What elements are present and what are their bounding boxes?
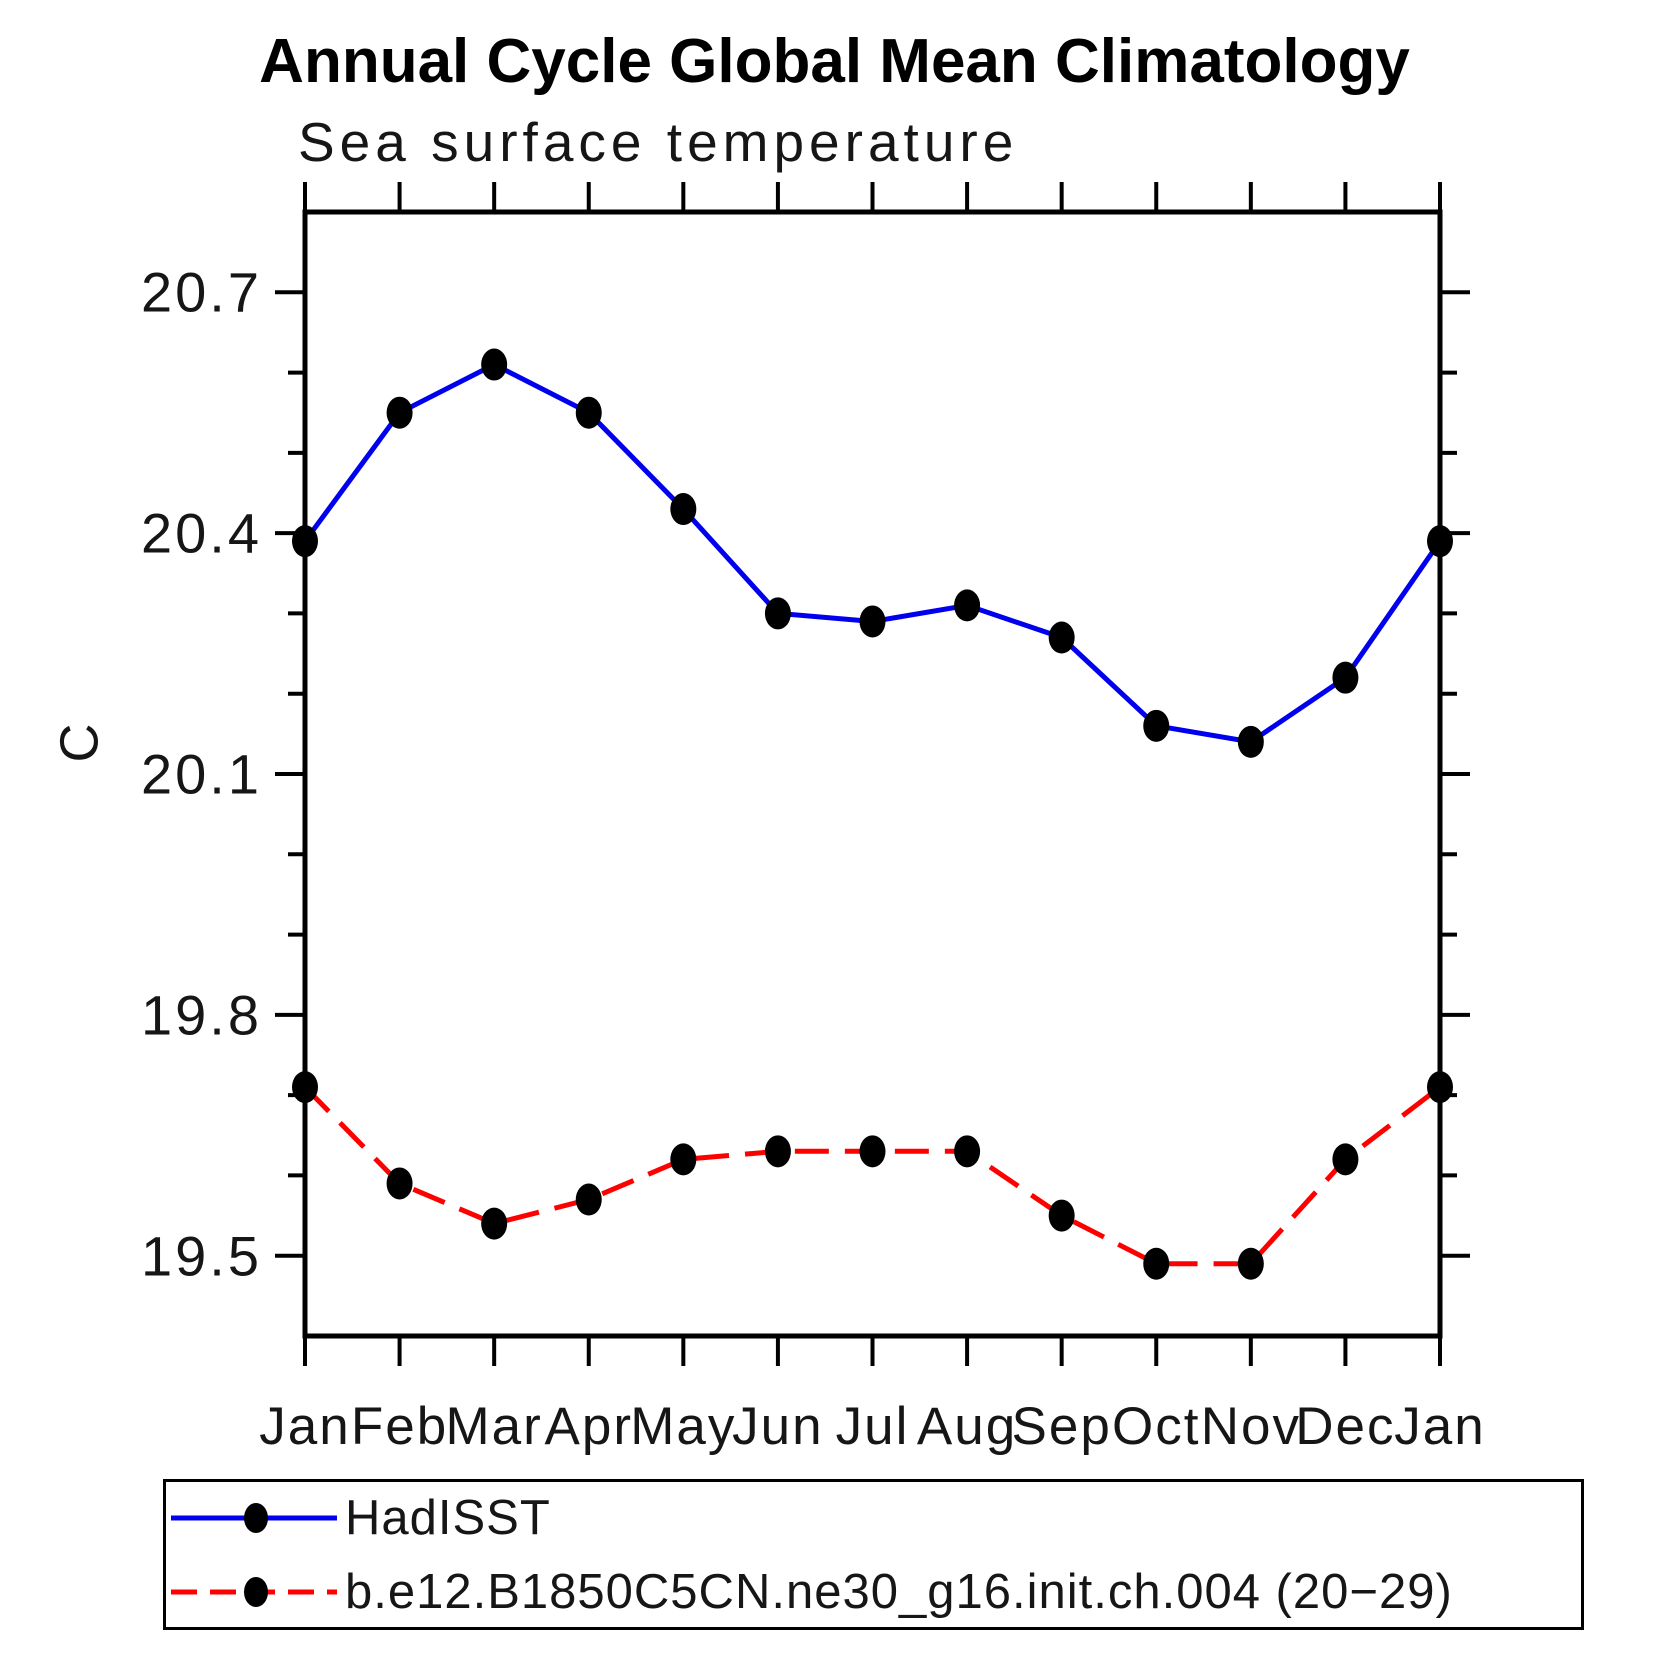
data-point-marker	[1143, 709, 1170, 742]
data-point-marker	[764, 1135, 791, 1168]
data-point-marker	[670, 493, 697, 526]
chart-title: Annual Cycle Global Mean Climatology	[259, 27, 1410, 96]
data-point-marker	[670, 1143, 697, 1176]
data-point-marker	[1427, 525, 1453, 558]
data-point-marker	[954, 1135, 981, 1168]
legend: HadISST b.e12.B1850C5CN.ne30_g16.init.ch…	[163, 1479, 1584, 1630]
x-tick-label: Aug	[916, 1397, 1018, 1456]
chart-subtitle: Sea surface temperature	[298, 111, 1019, 173]
data-point-marker	[386, 1167, 413, 1200]
data-point-marker	[1332, 1143, 1359, 1176]
x-tick-label: May	[630, 1397, 737, 1456]
y-tick-label: 19.8	[141, 983, 262, 1047]
data-point-marker	[764, 597, 791, 630]
y-tick-label: 20.4	[141, 501, 262, 565]
x-tick-label: Nov	[1200, 1397, 1301, 1456]
data-point-marker	[575, 1183, 602, 1216]
x-tick-label: Jul	[835, 1397, 910, 1456]
legend-label: b.e12.B1850C5CN.ne30_g16.init.ch.004 (20…	[345, 1565, 1453, 1619]
data-point-marker	[859, 605, 886, 638]
y-tick-label: 19.5	[141, 1224, 262, 1288]
series-line-0	[302, 361, 1443, 745]
x-tick-label: Dec	[1295, 1397, 1396, 1456]
x-tick-label: Jan	[1394, 1397, 1486, 1456]
y-tick-label: 20.7	[141, 260, 262, 324]
data-point-marker	[1427, 1071, 1453, 1104]
plot-border	[302, 209, 1443, 1339]
data-point-marker	[1143, 1247, 1170, 1280]
x-tick-label: Oct	[1112, 1397, 1201, 1456]
x-tick-label: Sep	[1011, 1397, 1112, 1456]
data-point-marker	[954, 589, 981, 622]
data-point-marker	[859, 1135, 886, 1168]
legend-label: HadISST	[345, 1491, 551, 1545]
y-tick-label: 20.1	[141, 742, 262, 806]
x-tick-label: Jan	[259, 1397, 351, 1456]
data-point-marker	[1048, 1199, 1075, 1232]
x-tick-label: Feb	[350, 1397, 449, 1456]
data-point-marker	[1048, 621, 1075, 654]
data-point-marker	[575, 396, 602, 429]
legend-entry-hadisst: HadISST	[166, 1491, 551, 1545]
data-point-marker	[481, 348, 508, 381]
data-point-marker	[386, 396, 413, 429]
data-point-marker	[292, 1071, 318, 1104]
series-line-1	[303, 1085, 1442, 1267]
legend-line-sample-dashed-icon	[171, 1577, 337, 1607]
data-point-marker	[1237, 1247, 1264, 1280]
data-point-marker	[292, 525, 318, 558]
x-tick-label: Mar	[445, 1397, 543, 1456]
y-axis-title: C	[49, 723, 110, 763]
data-point-marker	[481, 1207, 508, 1240]
legend-entry-model: b.e12.B1850C5CN.ne30_g16.init.ch.004 (20…	[166, 1565, 1453, 1619]
legend-line-sample-solid-icon	[171, 1503, 337, 1533]
x-tick-label: Jun	[732, 1397, 824, 1456]
data-point-marker	[1332, 661, 1359, 694]
data-point-marker	[1237, 725, 1264, 758]
x-tick-label: Apr	[544, 1397, 633, 1456]
